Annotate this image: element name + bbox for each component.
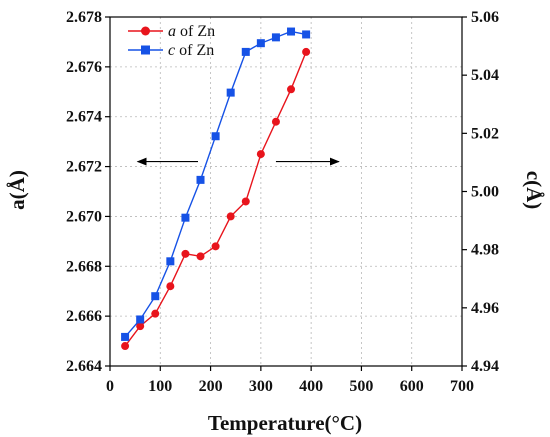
- data-point-circle: [196, 252, 205, 261]
- data-point-circle: [121, 342, 130, 351]
- series-a-of-zn: [121, 47, 311, 351]
- x-tick-label: 300: [249, 378, 273, 395]
- axis-ticks: 0 100 200 300 400 500 600 700 2.664 2.666 2.668 2.6…: [66, 9, 499, 395]
- left-y-tick-label: 2.670: [66, 208, 102, 225]
- series-line: [124, 30, 307, 338]
- data-point-square: [151, 292, 160, 301]
- legend-entry: c of Zn: [128, 42, 214, 59]
- legend-entry: a of Zn: [128, 23, 215, 40]
- x-tick-label: 700: [450, 378, 474, 395]
- data-point-circle: [271, 117, 280, 126]
- x-tick-label: 200: [199, 378, 223, 395]
- right-axis-title: c(Å): [522, 171, 546, 209]
- data-point-square: [287, 27, 296, 36]
- legend: a of Zn c of Zn: [128, 23, 215, 59]
- right-y-tick-label: 5.00: [471, 184, 499, 201]
- data-point-square: [271, 33, 280, 42]
- data-point-circle: [302, 47, 311, 56]
- left-axis-title: a(Å): [5, 170, 29, 210]
- data-point-circle: [256, 150, 265, 159]
- right-y-tick-label: 4.94: [471, 358, 499, 375]
- data-point-square: [302, 30, 311, 39]
- data-point-square: [136, 315, 145, 324]
- data-point-square: [256, 39, 265, 48]
- x-tick-label: 600: [400, 378, 424, 395]
- data-series: [121, 27, 311, 351]
- right-y-tick-label: 5.04: [471, 67, 499, 84]
- left-y-tick-label: 2.678: [66, 9, 102, 26]
- left-y-tick-label: 2.676: [66, 59, 102, 76]
- left-y-tick-label: 2.674: [66, 109, 102, 126]
- data-point-square: [121, 332, 130, 341]
- data-point-square: [166, 257, 175, 266]
- legend-marker-circle: [141, 26, 150, 36]
- data-point-square: [241, 47, 250, 56]
- data-point-circle: [166, 282, 175, 291]
- x-tick-label: 400: [299, 378, 323, 395]
- right-y-tick-label: 4.96: [471, 300, 499, 317]
- data-point-circle: [226, 212, 235, 221]
- left-y-tick-label: 2.664: [66, 358, 102, 375]
- data-point-circle: [181, 249, 190, 258]
- left-y-tick-label: 2.672: [66, 159, 102, 176]
- data-point-circle: [211, 242, 220, 251]
- gridlines: [110, 17, 462, 366]
- legend-label: a of Zn: [168, 23, 215, 40]
- legend-label: c of Zn: [168, 42, 214, 59]
- data-point-square: [211, 132, 220, 141]
- data-point-square: [181, 213, 190, 222]
- legend-marker-square: [141, 45, 150, 55]
- plot-area-frame: [109, 16, 463, 367]
- series-c-of-zn: [121, 27, 311, 341]
- x-tick-label: 100: [148, 378, 172, 395]
- data-point-square: [196, 175, 205, 184]
- left-y-tick-label: 2.666: [66, 308, 102, 325]
- right-y-tick-label: 5.06: [471, 9, 499, 26]
- data-point-square: [226, 88, 235, 97]
- data-point-circle: [287, 85, 296, 94]
- right-y-tick-label: 4.98: [471, 242, 499, 259]
- data-point-circle: [136, 322, 145, 331]
- left-y-tick-label: 2.668: [66, 258, 102, 275]
- x-axis-title: Temperature(°C): [208, 411, 362, 435]
- x-tick-label: 500: [349, 378, 373, 395]
- data-point-circle: [241, 197, 250, 206]
- right-y-tick-label: 5.02: [471, 125, 499, 142]
- data-point-circle: [151, 309, 160, 318]
- x-tick-label: 0: [106, 378, 114, 395]
